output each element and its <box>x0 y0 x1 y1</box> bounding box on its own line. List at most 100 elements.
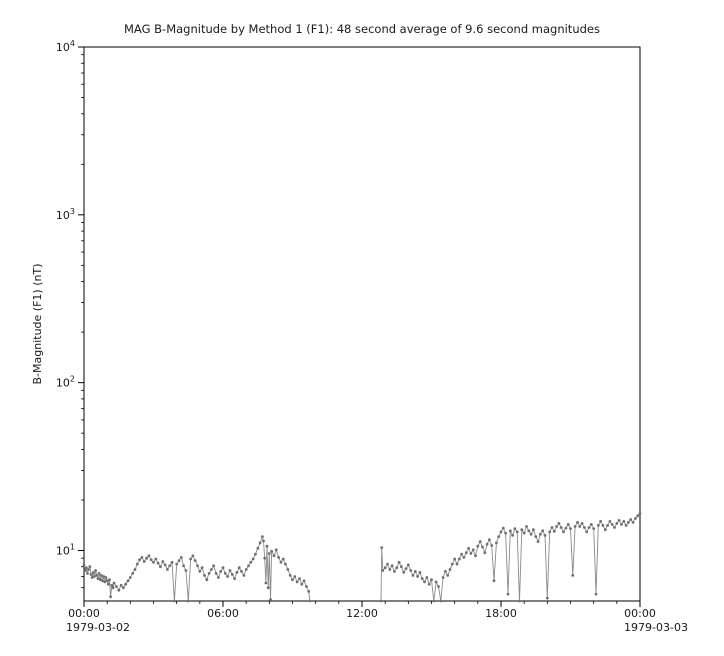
data-point <box>467 546 470 550</box>
data-point <box>589 523 593 526</box>
data-point <box>434 580 438 584</box>
data-point <box>256 546 260 550</box>
data-point <box>122 586 125 590</box>
chart-title: MAG B-Magnitude by Method 1 (F1): 48 sec… <box>124 22 600 36</box>
data-point <box>173 599 176 603</box>
data-point <box>444 570 447 573</box>
data-point <box>569 527 572 530</box>
data-point <box>96 577 100 580</box>
data-point <box>295 580 299 584</box>
data-point <box>177 559 181 562</box>
data-point <box>455 562 459 566</box>
x-tick-label: 00:00 <box>624 607 656 620</box>
data-point <box>381 569 385 572</box>
data-point <box>413 570 417 573</box>
data-point <box>203 574 206 577</box>
data-point <box>585 530 589 534</box>
data-point <box>128 576 132 579</box>
data-point <box>249 560 253 564</box>
data-point <box>501 526 505 530</box>
data-point <box>539 532 542 536</box>
data-point <box>205 578 209 582</box>
data-point <box>166 568 169 571</box>
data-point <box>286 568 290 571</box>
data-point <box>89 573 93 576</box>
data-point <box>159 565 162 569</box>
data-point <box>87 568 90 571</box>
data-point <box>462 556 466 559</box>
data-point <box>380 546 384 549</box>
y-tick-label: 101 <box>56 542 75 557</box>
data-point <box>511 534 514 537</box>
data-point <box>262 539 265 543</box>
data-point <box>117 588 121 592</box>
data-point <box>263 556 267 560</box>
data-point <box>453 557 457 561</box>
data-point <box>495 541 498 545</box>
data-point <box>284 562 287 566</box>
data-point <box>541 529 545 533</box>
data-point <box>390 564 394 568</box>
data-point <box>469 552 473 555</box>
data-point <box>135 562 139 566</box>
data-point <box>83 569 87 572</box>
data-point <box>425 576 429 579</box>
data-point <box>298 577 301 580</box>
data-point <box>109 595 112 599</box>
data-point <box>274 548 278 552</box>
data-point <box>291 578 294 582</box>
data-point <box>557 522 561 525</box>
data-point <box>464 551 468 555</box>
data-point <box>636 514 640 518</box>
data-point <box>615 522 619 525</box>
data-point <box>307 590 311 593</box>
data-point <box>193 559 197 562</box>
data-point <box>599 520 602 523</box>
data-point <box>534 535 538 538</box>
data-point <box>488 538 491 542</box>
data-point <box>631 521 635 524</box>
data-point <box>261 535 264 538</box>
data-point <box>404 567 408 570</box>
data-point <box>446 574 450 577</box>
data-point <box>124 582 128 586</box>
data-point <box>499 530 503 534</box>
data-point <box>420 577 424 580</box>
data-point <box>481 545 484 549</box>
data-point <box>170 560 174 564</box>
data-point <box>279 560 283 564</box>
data-point <box>230 573 234 576</box>
data-point <box>142 560 146 563</box>
data-point <box>613 526 616 529</box>
data-point <box>439 599 443 603</box>
data-point <box>104 576 108 579</box>
data-point <box>504 531 507 535</box>
data-point <box>476 544 480 548</box>
data-point <box>492 579 496 583</box>
data-point <box>518 599 521 603</box>
data-point <box>513 527 517 530</box>
data-point <box>460 552 463 556</box>
data-point <box>552 530 556 533</box>
data-point <box>305 585 308 588</box>
data-point <box>210 568 213 571</box>
data-point <box>608 520 612 523</box>
data-point <box>397 560 401 564</box>
data-point <box>198 570 202 573</box>
data-point <box>430 578 433 582</box>
data-point <box>161 560 165 563</box>
data-point <box>111 586 115 590</box>
data-point <box>182 564 186 568</box>
data-point <box>138 558 142 562</box>
data-point <box>520 528 524 532</box>
data-point <box>402 571 406 574</box>
data-point <box>82 563 86 567</box>
data-point <box>237 566 241 570</box>
data-point <box>189 557 193 561</box>
data-point <box>98 578 102 582</box>
data-point <box>395 566 399 570</box>
data-point <box>95 574 99 577</box>
data-point <box>308 599 312 603</box>
data-point <box>603 528 607 532</box>
